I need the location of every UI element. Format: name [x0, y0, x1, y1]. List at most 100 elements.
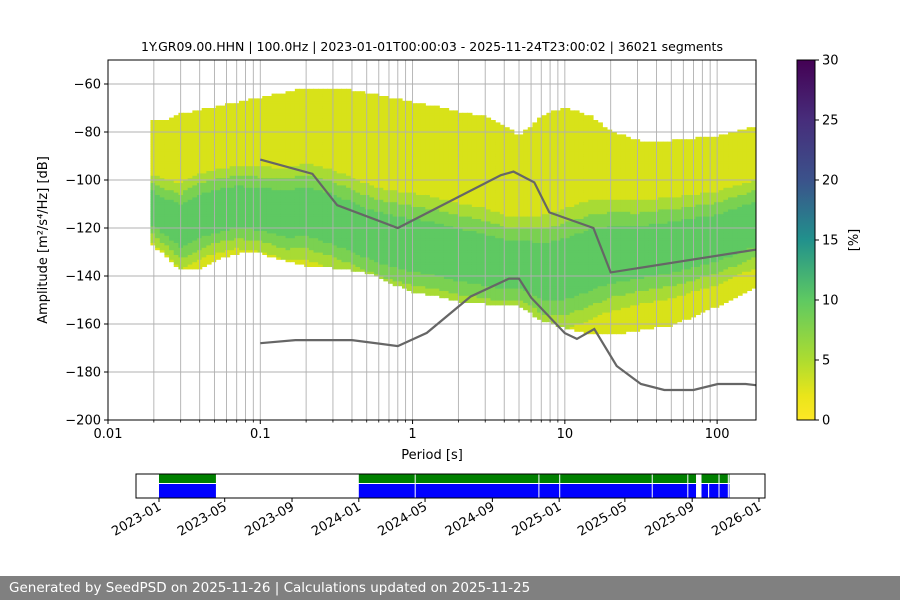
heatmap-cell	[332, 96, 338, 99]
heatmap-cell	[388, 127, 394, 131]
heatmap-cell	[252, 194, 259, 198]
heatmap-cell	[290, 187, 296, 191]
heatmap-cell	[252, 168, 259, 171]
heatmap-cell	[164, 146, 170, 150]
heatmap-cell	[401, 213, 408, 217]
heatmap-cell	[392, 115, 398, 119]
heatmap-cell	[457, 273, 464, 277]
heatmap-cell	[453, 170, 459, 174]
heatmap-cell	[159, 120, 166, 123]
heatmap-cell	[467, 194, 473, 198]
heatmap-cell	[401, 220, 408, 224]
heatmap-cell	[415, 177, 422, 181]
heatmap-cell	[453, 204, 459, 207]
heatmap-cell	[304, 213, 310, 217]
heatmap-cell	[322, 148, 329, 152]
heatmap-cell	[392, 177, 398, 181]
heatmap-cell	[322, 91, 329, 95]
heatmap-cell	[322, 259, 329, 263]
heatmap-cell	[369, 254, 375, 258]
heatmap-cell	[383, 134, 389, 138]
heatmap-cell	[443, 187, 450, 191]
heatmap-cell	[183, 208, 189, 212]
heatmap-cell	[220, 208, 226, 212]
heatmap-cell	[448, 196, 454, 200]
heatmap-cell	[187, 165, 193, 169]
heatmap-cell	[467, 192, 473, 195]
heatmap-cell	[248, 230, 254, 234]
heatmap-cell	[346, 153, 352, 157]
heatmap-cell	[308, 148, 315, 152]
heatmap-cell	[187, 247, 193, 251]
heatmap-cell	[201, 170, 207, 174]
heatmap-cell	[392, 266, 398, 270]
heatmap-cell	[415, 199, 422, 203]
heatmap-cell	[271, 249, 277, 253]
heatmap-cell	[220, 120, 226, 123]
heatmap-cell	[262, 182, 268, 186]
heatmap-cell	[304, 172, 310, 176]
heatmap-cell	[425, 156, 431, 159]
heatmap-cell	[322, 108, 329, 111]
heatmap-cell	[425, 204, 431, 207]
heatmap-cell	[266, 201, 273, 205]
heatmap-cell	[425, 237, 431, 241]
heatmap-cell	[238, 112, 245, 116]
heatmap-cell	[346, 180, 352, 183]
heatmap-cell	[471, 276, 478, 279]
heatmap-cell	[187, 163, 193, 167]
heatmap-cell	[248, 139, 254, 143]
heatmap-cell	[453, 271, 459, 275]
heatmap-cell	[220, 187, 226, 191]
heatmap-cell	[248, 244, 254, 248]
heatmap-cell	[443, 206, 450, 210]
heatmap-cell	[304, 168, 310, 171]
heatmap-cell	[467, 261, 473, 265]
heatmap-cell	[397, 108, 403, 111]
heatmap-cell	[164, 134, 170, 138]
heatmap-cell	[318, 187, 324, 191]
heatmap-cell	[364, 261, 370, 265]
heatmap-cell	[150, 129, 156, 133]
heatmap-cell	[318, 98, 324, 102]
heatmap-cell	[355, 151, 361, 155]
heatmap-cell	[471, 115, 478, 119]
heatmap-cell	[439, 225, 445, 229]
heatmap-cell	[392, 204, 398, 207]
heatmap-cell	[299, 237, 305, 241]
heatmap-cell	[467, 177, 473, 181]
heatmap-cell	[360, 187, 366, 191]
heatmap-cell	[308, 153, 315, 157]
heatmap-cell	[401, 148, 408, 152]
heatmap-cell	[388, 266, 394, 270]
heatmap-cell	[462, 216, 468, 219]
heatmap-cell	[443, 192, 450, 195]
heatmap-cell	[364, 211, 370, 215]
heatmap-cell	[304, 249, 310, 253]
heatmap-cell	[294, 196, 301, 200]
heatmap-cell	[155, 139, 161, 143]
heatmap-cell	[434, 172, 440, 176]
heatmap-cell	[322, 122, 329, 126]
heatmap-cell	[308, 249, 315, 253]
heatmap-cell	[266, 105, 273, 109]
heatmap-cell	[439, 168, 445, 171]
heatmap-cell	[313, 98, 319, 102]
heatmap-cell	[215, 228, 221, 231]
heatmap-cell	[211, 259, 217, 263]
heatmap-cell	[425, 266, 431, 270]
heatmap-cell	[439, 213, 445, 217]
heatmap-cell	[457, 139, 464, 143]
heatmap-cell	[462, 288, 468, 291]
heatmap-cell	[360, 141, 366, 145]
heatmap-cell	[192, 112, 198, 116]
heatmap-cell	[150, 153, 156, 157]
heatmap-cell	[378, 110, 384, 114]
heatmap-cell	[346, 218, 352, 222]
heatmap-cell	[467, 199, 473, 203]
heatmap-cell	[411, 259, 417, 263]
heatmap-cell	[346, 115, 352, 119]
heatmap-cell	[374, 146, 380, 150]
heatmap-cell	[336, 153, 343, 157]
heatmap-cell	[206, 223, 212, 227]
